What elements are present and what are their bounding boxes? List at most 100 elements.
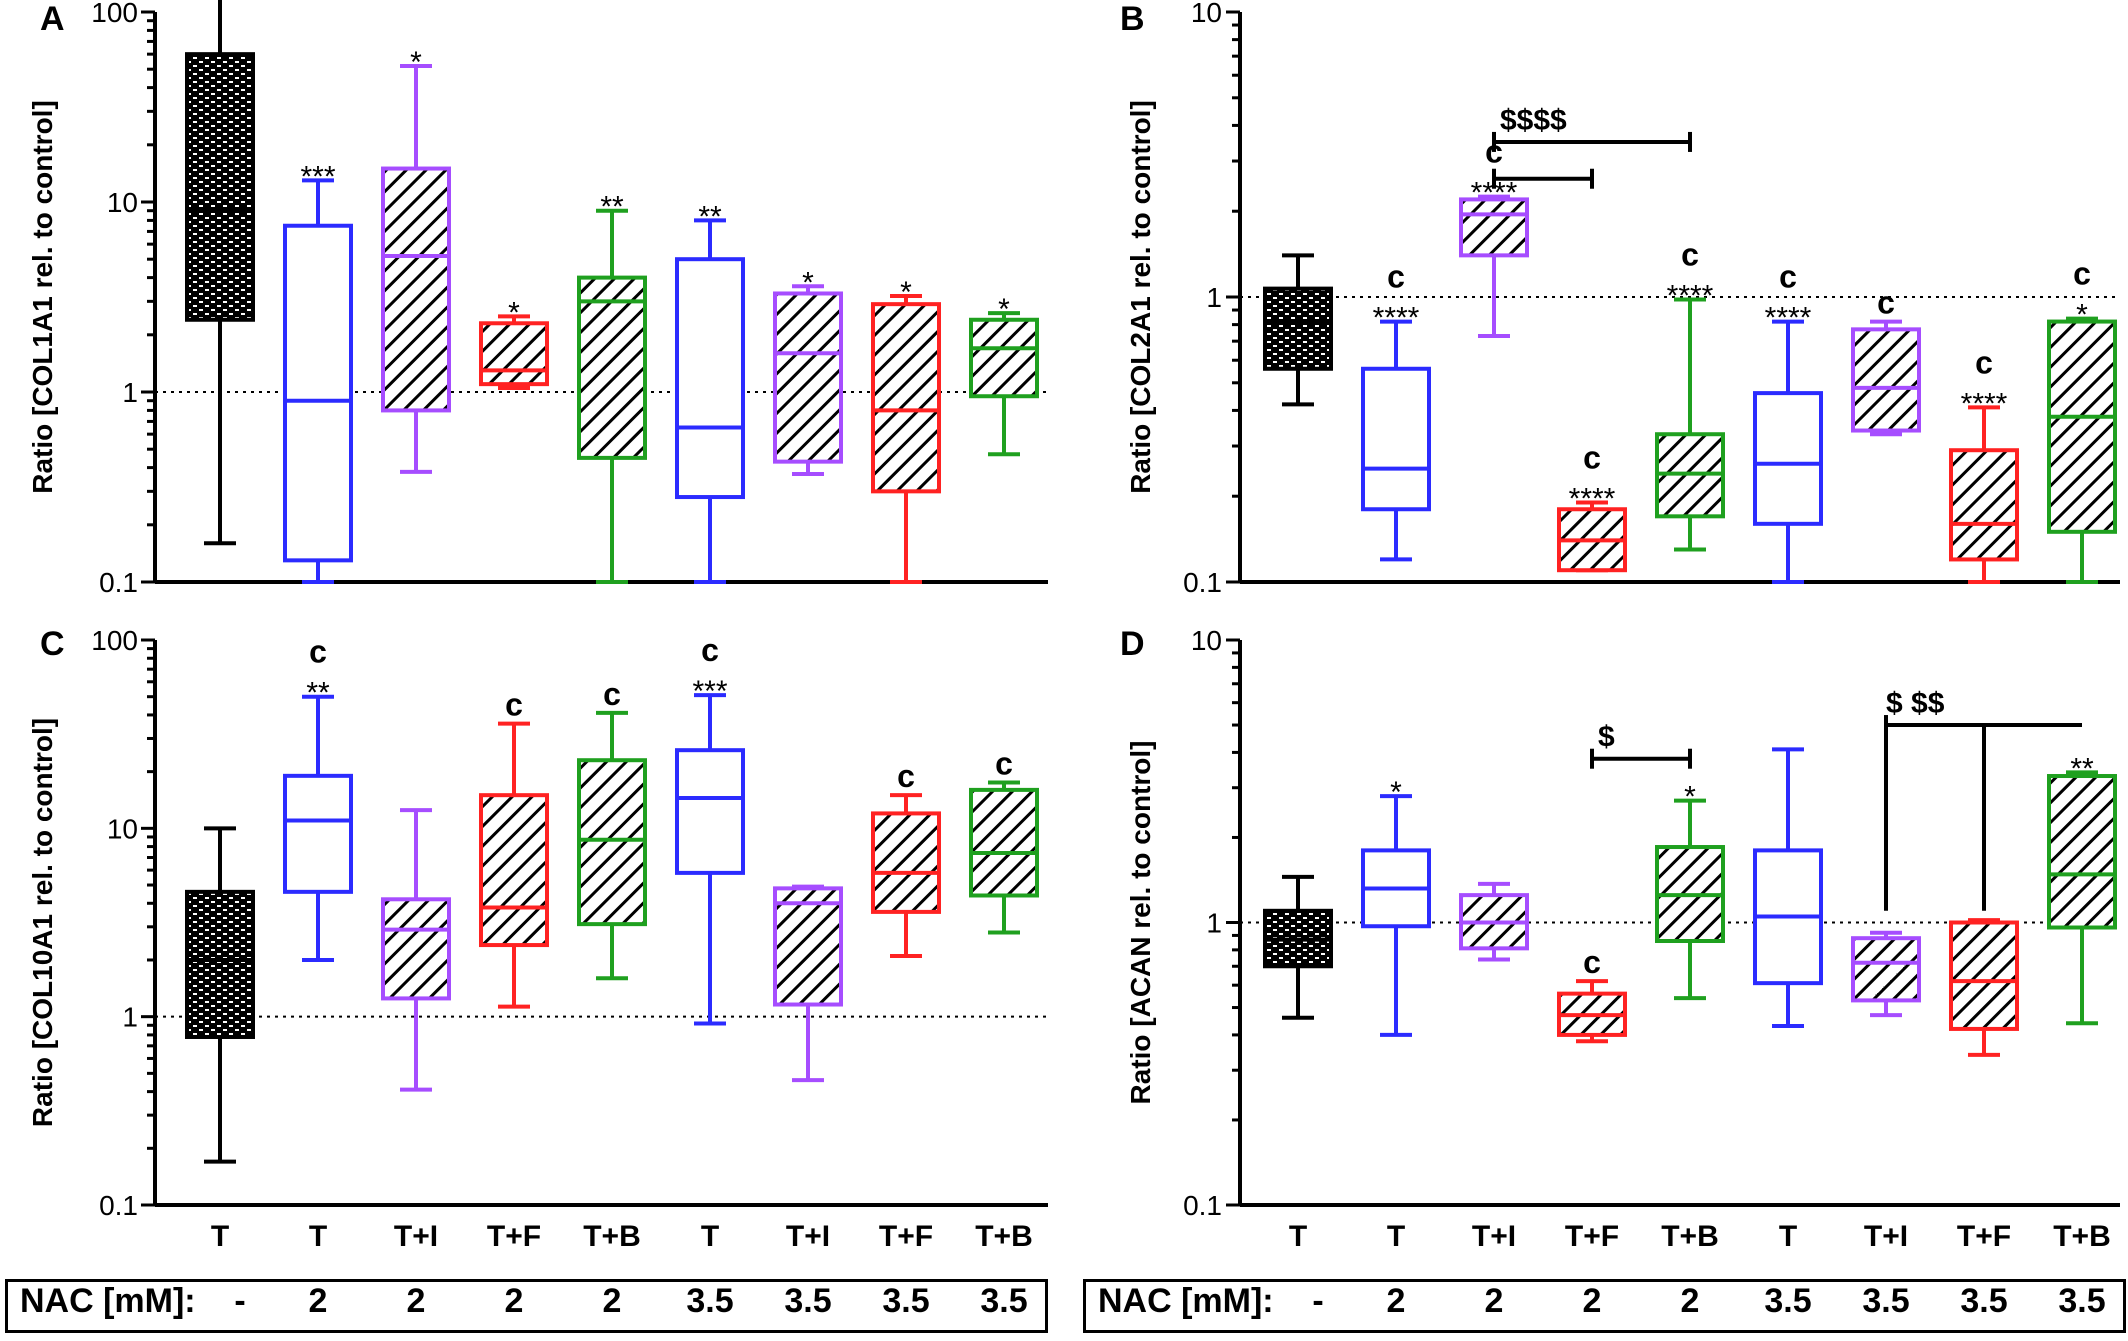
x-group-label: T <box>701 1220 719 1253</box>
box-8 <box>1949 918 2019 1057</box>
nac-title-right: NAC [mM]: <box>1098 1282 1274 1320</box>
nac-value: 3.5 <box>1862 1282 1910 1320</box>
comparison-bracket: $$$$ <box>1492 104 1692 152</box>
x-group-label: T+F <box>1565 1220 1619 1253</box>
nac-value: - <box>234 1282 246 1320</box>
nac-value: 2 <box>1680 1282 1700 1320</box>
y-tick-label: 0.1 <box>1183 567 1222 598</box>
y-tick-label: 10 <box>107 813 138 844</box>
box-iqr <box>1753 391 1823 526</box>
box-iqr <box>577 758 647 927</box>
x-group-label: T+I <box>1472 1220 1516 1253</box>
y-tick-label: 10 <box>1191 0 1222 28</box>
nac-title-left: NAC [mM]: <box>20 1282 196 1320</box>
box-4: c <box>479 687 549 1009</box>
nac-value: 2 <box>602 1282 622 1320</box>
y-tick-label: 100 <box>91 0 138 28</box>
box-7: c <box>1851 285 1921 437</box>
box-2: *** <box>283 160 353 584</box>
y-axis-label: Ratio [COL10A1 rel. to control] <box>27 718 58 1127</box>
nac-value: 3.5 <box>1960 1282 2008 1320</box>
box-iqr <box>283 773 353 894</box>
box-iqr <box>969 787 1039 898</box>
box-iqr <box>1949 920 2019 1031</box>
nac-value: 3.5 <box>2058 1282 2106 1320</box>
box-6: ** <box>675 200 745 584</box>
box-iqr <box>675 257 745 500</box>
nac-value: 2 <box>308 1282 328 1320</box>
significance-letter: c <box>1583 944 1601 980</box>
x-group-label: T+I <box>1864 1220 1908 1253</box>
box-1 <box>1263 874 1333 1020</box>
significance-letter: c <box>1779 259 1797 295</box>
panel-label-d: D <box>1120 625 1145 663</box>
box-1 <box>1263 253 1333 407</box>
box-4: **** c <box>1557 440 1627 573</box>
comparison-bracket <box>1492 168 1594 189</box>
significance-stars: * <box>998 293 1010 326</box>
box-6 <box>1753 747 1823 1029</box>
box-8: **** c <box>1949 344 2019 584</box>
box-iqr <box>381 897 451 1001</box>
box-iqr <box>185 52 255 322</box>
box-3: * <box>381 46 451 474</box>
y-axis-label: Ratio [COL1A1 rel. to control] <box>27 100 58 494</box>
box-9: c <box>969 746 1039 935</box>
comparison-bracket: $ <box>1590 721 1692 769</box>
box-iqr <box>479 793 549 948</box>
significance-stars: * <box>900 276 912 309</box>
x-group-label: T+B <box>975 1220 1033 1253</box>
significance-letter: c <box>1975 344 1993 380</box>
box-3: ****c <box>1459 134 1529 338</box>
y-axis-label: Ratio [ACAN rel. to control] <box>1125 741 1156 1105</box>
significance-stars: ** <box>698 200 722 233</box>
significance-stars: ** <box>600 191 624 224</box>
y-tick-label: 1 <box>1206 908 1222 939</box>
nac-value: 2 <box>504 1282 524 1320</box>
bracket-label: $ <box>1598 721 1615 754</box>
box-iqr <box>1263 286 1333 371</box>
x-group-label: T+I <box>394 1220 438 1253</box>
box-8: * <box>871 276 941 584</box>
y-tick-label: 1 <box>122 377 138 408</box>
x-group-label: T+F <box>879 1220 933 1253</box>
x-group-label: T <box>1779 1220 1797 1253</box>
box-8: c <box>871 758 941 958</box>
x-group-label: T <box>1387 1220 1405 1253</box>
x-group-label: T+B <box>583 1220 641 1253</box>
box-iqr <box>773 291 843 464</box>
x-group-label: T <box>1289 1220 1307 1253</box>
y-tick-label: 1 <box>1206 282 1222 313</box>
y-tick-label: 0.1 <box>99 567 138 598</box>
y-tick-label: 0.1 <box>99 1190 138 1221</box>
significance-stars: *** <box>300 160 335 193</box>
box-iqr <box>2047 319 2117 534</box>
box-iqr <box>1949 448 2019 562</box>
significance-stars: ** <box>2070 752 2094 785</box>
y-tick-label: 10 <box>107 187 138 218</box>
box-3 <box>381 808 451 1092</box>
significance-stars: **** <box>1765 302 1812 335</box>
significance-stars: * <box>802 266 814 299</box>
significance-letter: c <box>1583 440 1601 476</box>
bracket-label: $ $$ <box>1886 687 1945 720</box>
x-group-label: T+B <box>1661 1220 1719 1253</box>
box-5: ** <box>577 191 647 584</box>
box-iqr <box>283 223 353 563</box>
panel-c: 0.1 1 10 100 Ratio [COL10A1 rel. to control]… <box>27 625 1048 1221</box>
significance-letter: c <box>701 632 719 668</box>
box-2: * <box>1361 776 1431 1037</box>
nac-value: 2 <box>1484 1282 1504 1320</box>
nac-table-right <box>1083 1279 2126 1333</box>
box-7 <box>1851 930 1921 1018</box>
x-group-label: T <box>211 1220 229 1253</box>
nac-value: 3.5 <box>980 1282 1028 1320</box>
box-4: c <box>1557 944 1627 1044</box>
significance-letter: c <box>2073 256 2091 292</box>
box-iqr <box>871 811 941 914</box>
bracket-label: $$$$ <box>1500 104 1567 137</box>
y-tick-label: 100 <box>91 625 138 656</box>
box-7: * <box>773 266 843 477</box>
significance-stars: **** <box>1569 483 1616 516</box>
